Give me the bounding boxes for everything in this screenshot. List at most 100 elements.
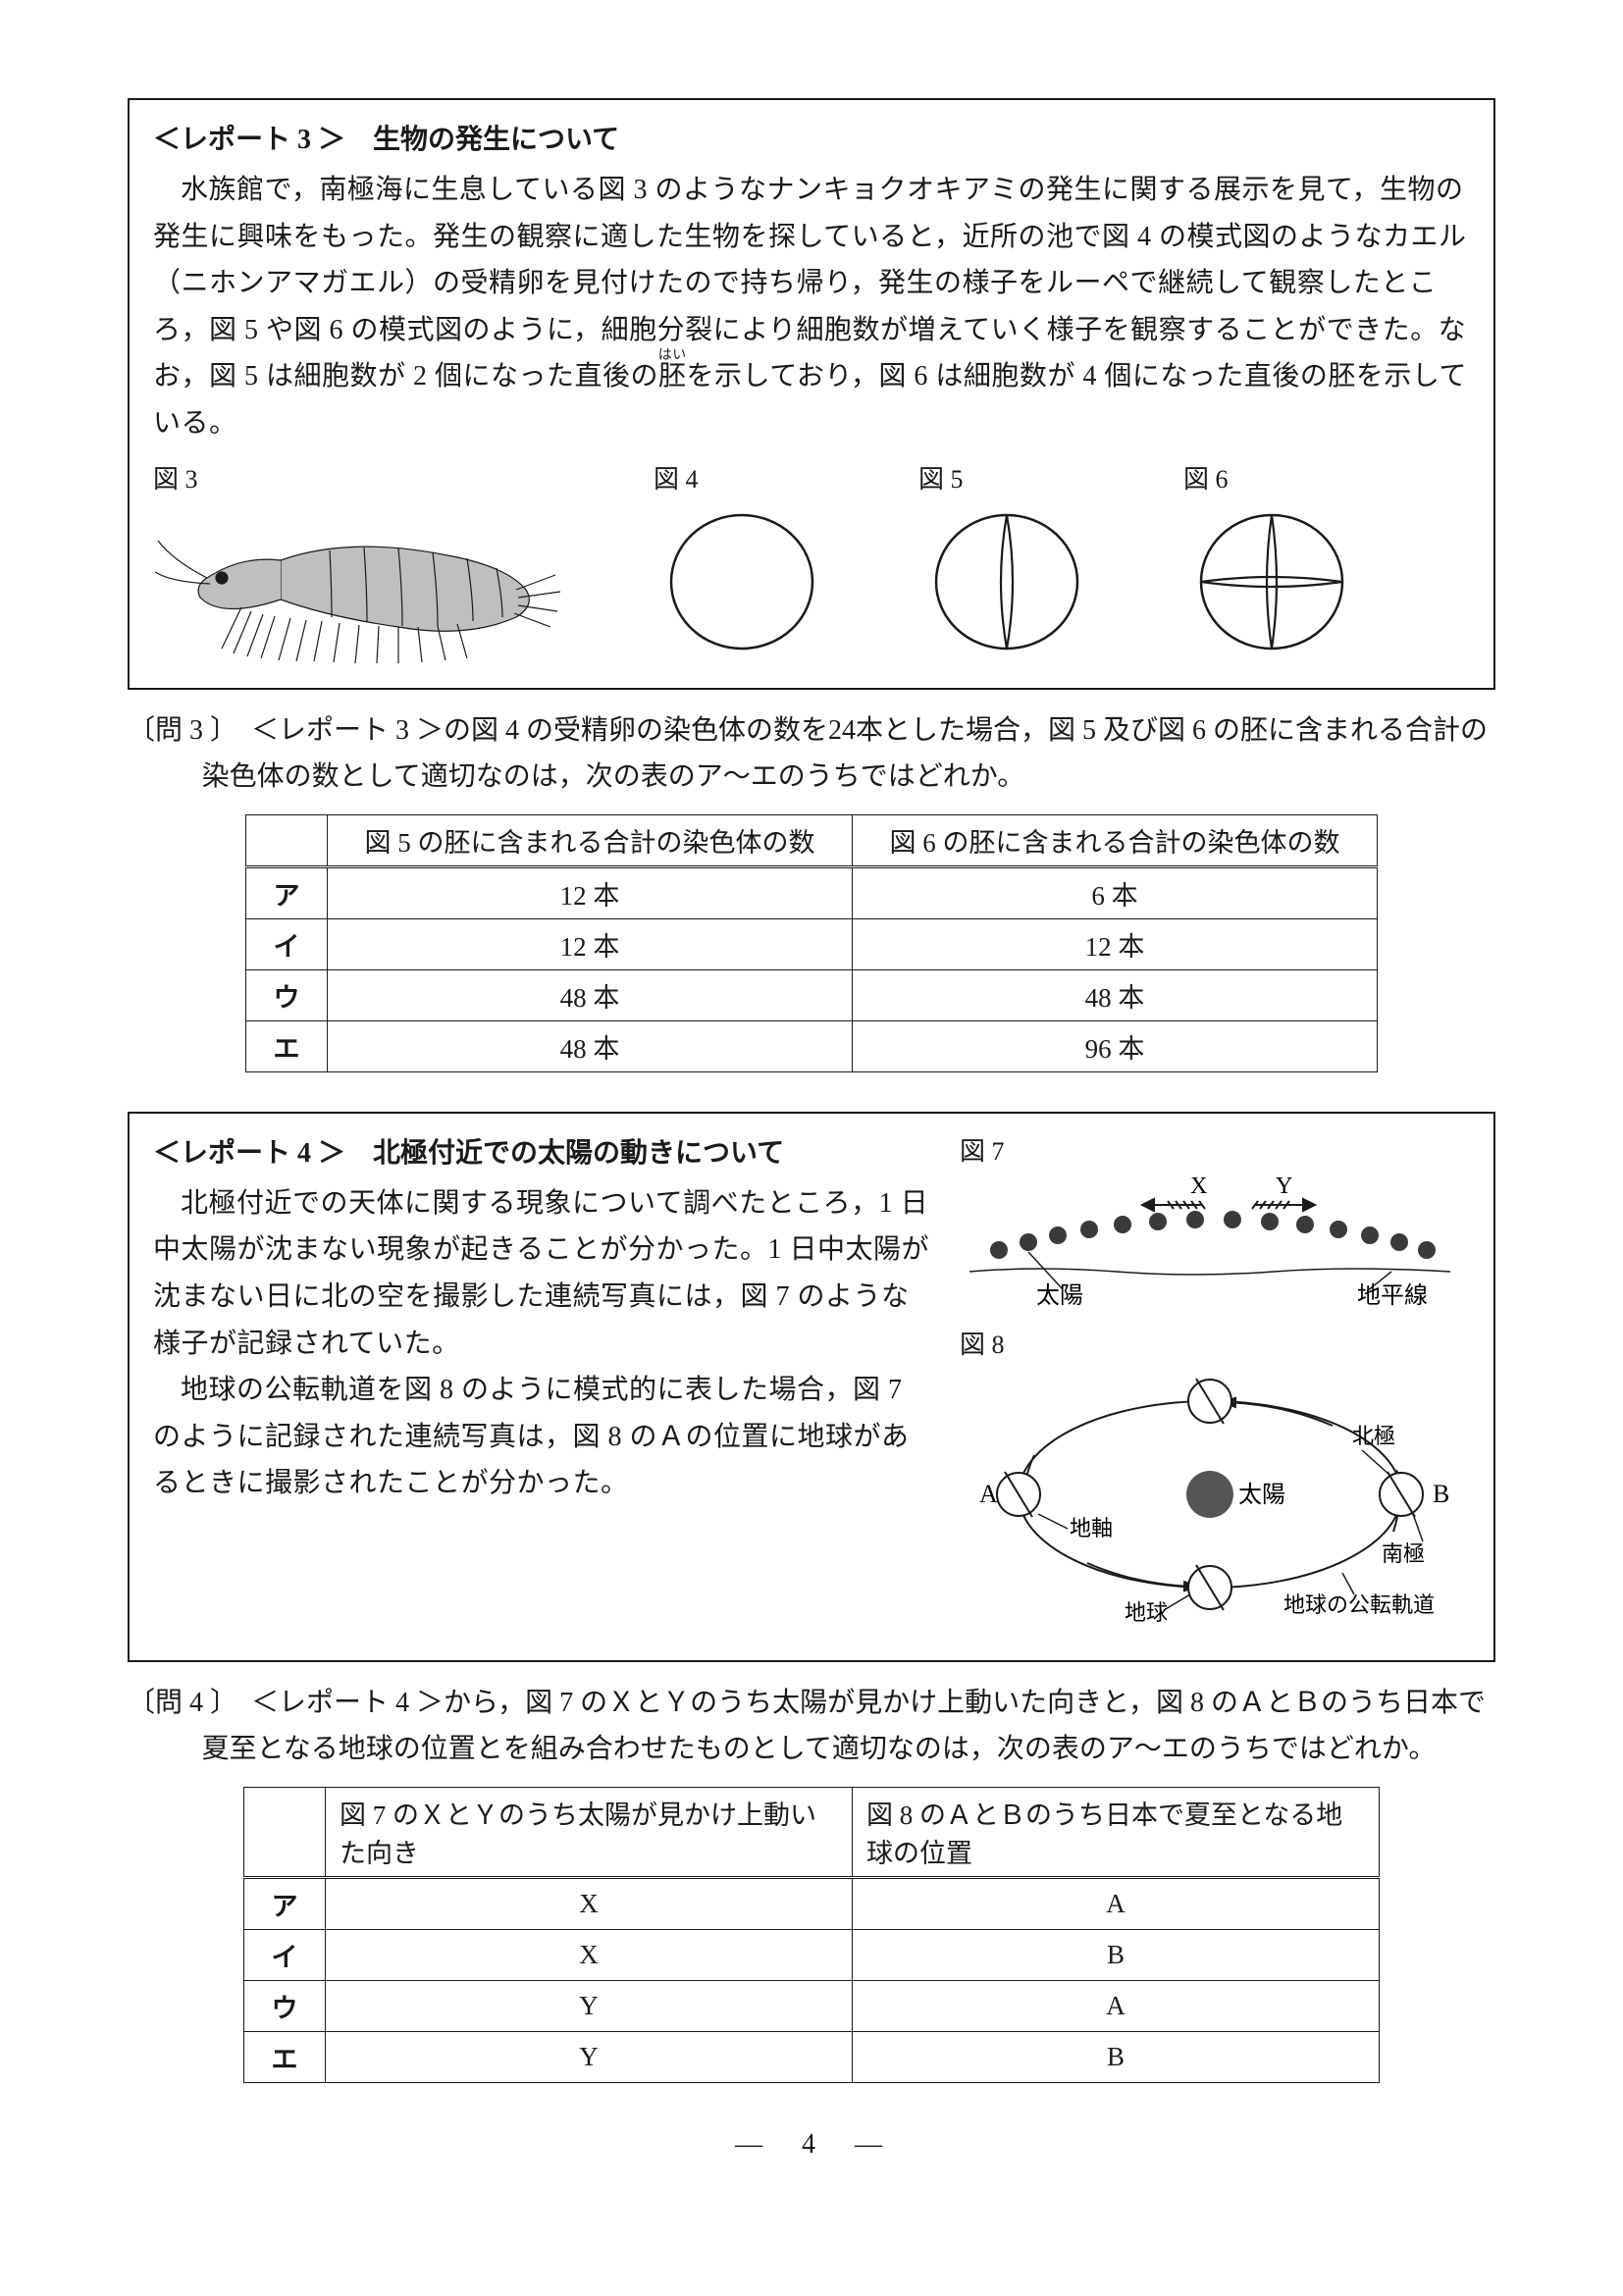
fig7-wrap: 図 7 X Y: [960, 1131, 1470, 1311]
q4-ra-0: X: [326, 1877, 853, 1929]
q4-ra-l: ア: [244, 1877, 326, 1929]
fig6-label: 図 6: [1183, 459, 1229, 496]
fig8-orbit-label: 地球の公転軌道: [1283, 1592, 1435, 1617]
q3-rd-l: エ: [246, 1020, 328, 1071]
report3-title: ＜レポート 3 ＞ 生物の発生について: [153, 118, 1470, 157]
fig4-cell: 図 4: [654, 459, 909, 658]
q3-rc-0: 48 本: [328, 969, 853, 1020]
report3-box: ＜レポート 3 ＞ 生物の発生について 水族館で，南極海に生息している図 3 の…: [128, 98, 1495, 690]
report3-ruby: 胚はい: [658, 361, 687, 391]
q4-header-row: 図 7 のＸとＹのうち太陽が見かけ上動いた向き 図 8 のＡとＢのうち日本で夏至…: [244, 1787, 1380, 1877]
fig7-arrow-y: [1252, 1199, 1315, 1211]
q4-rd-0: Y: [326, 2031, 853, 2082]
report4-box: ＜レポート 4 ＞ 北極付近での太陽の動きについて 北極付近での天体に関する現象…: [128, 1112, 1495, 1662]
fig7-arrow-x: [1142, 1199, 1205, 1211]
fig8-B: B: [1433, 1480, 1449, 1508]
report3-body: 水族館で，南極海に生息している図 3 のようなナンキョクオキアミの発生に関する展…: [153, 167, 1470, 447]
report4-text-col: ＜レポート 4 ＞ 北極付近での太陽の動きについて 北極付近での天体に関する現象…: [153, 1131, 932, 1641]
report3-title-text: 生物の発生について: [345, 125, 619, 155]
q3-label: 〔問 3 〕: [128, 715, 224, 746]
q4-rc-0: Y: [326, 1980, 853, 2031]
q4-text: ＜レポート 4 ＞から，図 7 のＸとＹのうち太陽が見かけ上動いた向きと，図 8…: [202, 1688, 1486, 1765]
table-row: イ12 本12 本: [246, 918, 1378, 969]
table-row: ウ48 本48 本: [246, 969, 1378, 1020]
fig6-cell: 図 6: [1183, 459, 1399, 658]
fig8-earth-label: 地球: [1125, 1600, 1168, 1622]
q4-rb-l: イ: [244, 1929, 326, 1980]
question4: 〔問 4 〕 ＜レポート 4 ＞から，図 7 のＸとＹのうち太陽が見かけ上動いた…: [128, 1680, 1495, 1773]
q3-ra-0: 12 本: [328, 866, 853, 918]
q4-h2: 図 8 のＡとＢのうち日本で夏至となる地球の位置: [853, 1787, 1380, 1877]
fig7-sun-label: 太陽: [1036, 1282, 1083, 1306]
fig7-y: Y: [1276, 1174, 1292, 1199]
fig5-cell: 図 5: [918, 459, 1174, 658]
q3-header-row: 図 5 の胚に含まれる合計の染色体の数 図 6 の胚に含まれる合計の染色体の数: [246, 814, 1378, 866]
fig4-egg: [654, 501, 830, 658]
table-row: イXB: [244, 1929, 1380, 1980]
fig3-cell: 図 3: [153, 459, 575, 668]
exam-page: ＜レポート 3 ＞ 生物の発生について 水族館で，南極海に生息している図 3 の…: [0, 0, 1623, 2220]
q3-rc-1: 48 本: [853, 969, 1378, 1020]
q3-rd-1: 96 本: [853, 1020, 1378, 1071]
q4-rc-1: A: [853, 1980, 1380, 2031]
table-row: アXA: [244, 1877, 1380, 1929]
fig8-south-label: 南極: [1382, 1541, 1425, 1566]
q3-rb-1: 12 本: [853, 918, 1378, 969]
q3-rd-0: 48 本: [328, 1020, 853, 1071]
report3-body-p1a: 水族館で，南極海に生息している図 3 のようなナンキョクオキアミの発生に関する展…: [153, 175, 1467, 391]
fig7-horizon-label: 地平線: [1357, 1282, 1428, 1306]
report3-figure-row: 図 3: [153, 459, 1470, 668]
report4-p1: 北極付近での天体に関する現象について調べたところ，1 日中太陽が沈まない現象が起…: [153, 1180, 932, 1367]
q4-rb-1: B: [853, 1929, 1380, 1980]
fig7-horizon: [969, 1269, 1450, 1275]
q4-h0: [244, 1787, 326, 1877]
q3-h1: 図 5 の胚に含まれる合計の染色体の数: [328, 814, 853, 866]
q4-table: 図 7 のＸとＹのうち太陽が見かけ上動いた向き 図 8 のＡとＢのうち日本で夏至…: [243, 1787, 1380, 2083]
report4-p2: 地球の公転軌道を図 8 のように模式的に表した場合，図 7 のように記録された連…: [153, 1367, 932, 1507]
q4-rc-l: ウ: [244, 1980, 326, 2031]
fig7-label: 図 7: [960, 1131, 1470, 1168]
q4-rd-l: エ: [244, 2031, 326, 2082]
q3-ra-1: 6 本: [853, 866, 1378, 918]
q4-label: 〔問 4 〕: [128, 1688, 224, 1718]
fig7-sun-path: X Y: [960, 1174, 1460, 1306]
report4-title-text: 北極付近での太陽の動きについて: [345, 1138, 784, 1169]
krill-illustration: [153, 501, 565, 668]
q3-h0: [246, 814, 328, 866]
fig8-sun-label: 太陽: [1238, 1482, 1285, 1508]
table-row: エ48 本96 本: [246, 1020, 1378, 1071]
fig3-label: 図 3: [153, 459, 198, 496]
table-row: エYB: [244, 2031, 1380, 2082]
report3-ruby-base: 胚: [658, 361, 687, 391]
question3: 〔問 3 〕 ＜レポート 3 ＞の図 4 の受精卵の染色体の数を24本とした場合…: [128, 707, 1495, 801]
table-row: ア12 本6 本: [246, 866, 1378, 918]
q3-rb-l: イ: [246, 918, 328, 969]
q4-ra-1: A: [853, 1877, 1380, 1929]
report3-ruby-rt: はい: [658, 348, 687, 363]
q3-ra-l: ア: [246, 866, 328, 918]
fig8-north-label: 北極: [1352, 1424, 1395, 1448]
fig8-orbit: 太陽: [960, 1367, 1460, 1622]
report4-figure-col: 図 7 X Y: [960, 1131, 1470, 1641]
report4-title: ＜レポート 4 ＞ 北極付近での太陽の動きについて: [153, 1131, 932, 1171]
fig7-suns: [990, 1211, 1436, 1259]
fig8-A: A: [979, 1480, 998, 1508]
fig4-label: 図 4: [654, 459, 699, 496]
fig5-label: 図 5: [918, 459, 964, 496]
fig6-embryo: [1183, 501, 1360, 658]
q4-h1: 図 7 のＸとＹのうち太陽が見かけ上動いた向き: [326, 1787, 853, 1877]
table-row: ウYA: [244, 1980, 1380, 2031]
report3-title-prefix: ＜レポート 3 ＞: [153, 125, 345, 155]
q3-rb-0: 12 本: [328, 918, 853, 969]
q3-table: 図 5 の胚に含まれる合計の染色体の数 図 6 の胚に含まれる合計の染色体の数 …: [245, 814, 1378, 1072]
fig7-x: X: [1190, 1174, 1207, 1199]
q3-h2: 図 6 の胚に含まれる合計の染色体の数: [853, 814, 1378, 866]
q4-rb-0: X: [326, 1929, 853, 1980]
report4-title-prefix: ＜レポート 4 ＞: [153, 1138, 345, 1169]
q3-rc-l: ウ: [246, 969, 328, 1020]
page-number: ― 4 ―: [128, 2122, 1495, 2162]
q4-rd-1: B: [853, 2031, 1380, 2082]
fig8-axis-label: 地軸: [1070, 1516, 1113, 1540]
fig8-label: 図 8: [960, 1325, 1470, 1361]
fig5-embryo: [918, 501, 1095, 658]
